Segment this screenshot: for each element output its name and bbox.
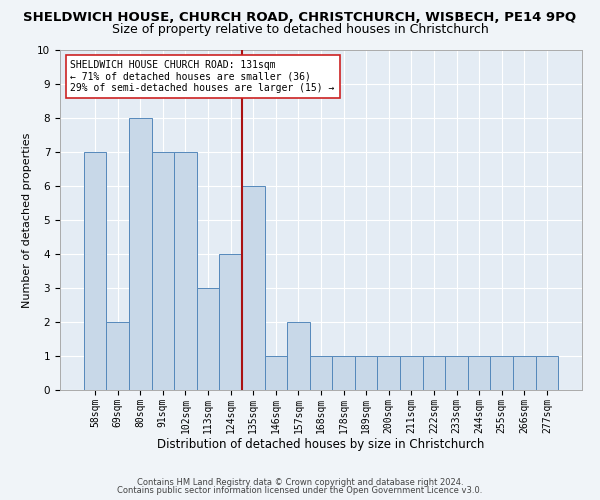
Bar [310, 356, 332, 390]
Bar [242, 186, 265, 390]
Bar [377, 356, 400, 390]
Bar [84, 152, 106, 390]
Bar [400, 356, 422, 390]
Bar [468, 356, 490, 390]
Bar [490, 356, 513, 390]
Bar [152, 152, 174, 390]
Bar [332, 356, 355, 390]
Bar [422, 356, 445, 390]
Text: Contains HM Land Registry data © Crown copyright and database right 2024.: Contains HM Land Registry data © Crown c… [137, 478, 463, 487]
Bar [129, 118, 152, 390]
Bar [445, 356, 468, 390]
Bar [197, 288, 220, 390]
Bar [287, 322, 310, 390]
X-axis label: Distribution of detached houses by size in Christchurch: Distribution of detached houses by size … [157, 438, 485, 452]
Text: Size of property relative to detached houses in Christchurch: Size of property relative to detached ho… [112, 22, 488, 36]
Bar [355, 356, 377, 390]
Bar [265, 356, 287, 390]
Bar [536, 356, 558, 390]
Bar [220, 254, 242, 390]
Bar [106, 322, 129, 390]
Text: SHELDWICH HOUSE, CHURCH ROAD, CHRISTCHURCH, WISBECH, PE14 9PQ: SHELDWICH HOUSE, CHURCH ROAD, CHRISTCHUR… [23, 11, 577, 24]
Bar [513, 356, 536, 390]
Y-axis label: Number of detached properties: Number of detached properties [22, 132, 32, 308]
Bar [174, 152, 197, 390]
Text: Contains public sector information licensed under the Open Government Licence v3: Contains public sector information licen… [118, 486, 482, 495]
Text: SHELDWICH HOUSE CHURCH ROAD: 131sqm
← 71% of detached houses are smaller (36)
29: SHELDWICH HOUSE CHURCH ROAD: 131sqm ← 71… [70, 60, 335, 94]
